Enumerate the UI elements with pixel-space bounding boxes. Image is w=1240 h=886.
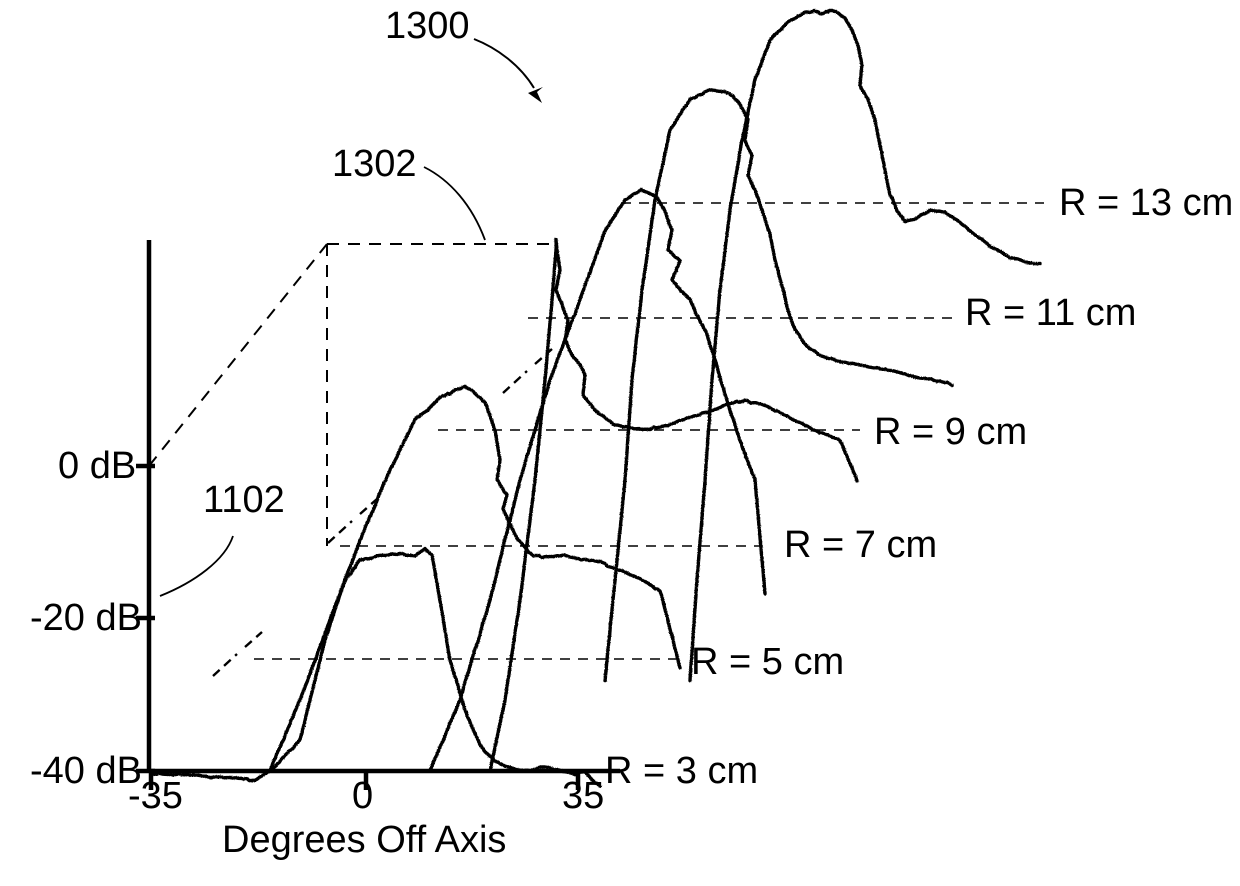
svg-text:0: 0 xyxy=(352,775,373,817)
svg-text:Degrees Off Axis: Degrees Off Axis xyxy=(222,819,506,861)
svg-text:1302: 1302 xyxy=(332,143,417,185)
svg-text:-20 dB: -20 dB xyxy=(30,597,142,639)
svg-text:35: 35 xyxy=(562,775,604,817)
svg-text:1300: 1300 xyxy=(385,5,470,47)
svg-text:R = 5 cm: R = 5 cm xyxy=(691,641,844,683)
svg-text:R = 3 cm: R = 3 cm xyxy=(605,750,758,792)
svg-text:R = 9 cm: R = 9 cm xyxy=(874,411,1027,453)
svg-text:R = 7 cm: R = 7 cm xyxy=(784,524,937,566)
svg-text:0 dB: 0 dB xyxy=(58,445,136,487)
svg-text:1102: 1102 xyxy=(203,479,285,521)
svg-text:R = 13 cm: R = 13 cm xyxy=(1059,182,1233,224)
svg-text:-35: -35 xyxy=(128,775,183,817)
svg-text:R = 11 cm: R = 11 cm xyxy=(965,292,1136,334)
svg-text:-40 dB: -40 dB xyxy=(30,750,142,792)
